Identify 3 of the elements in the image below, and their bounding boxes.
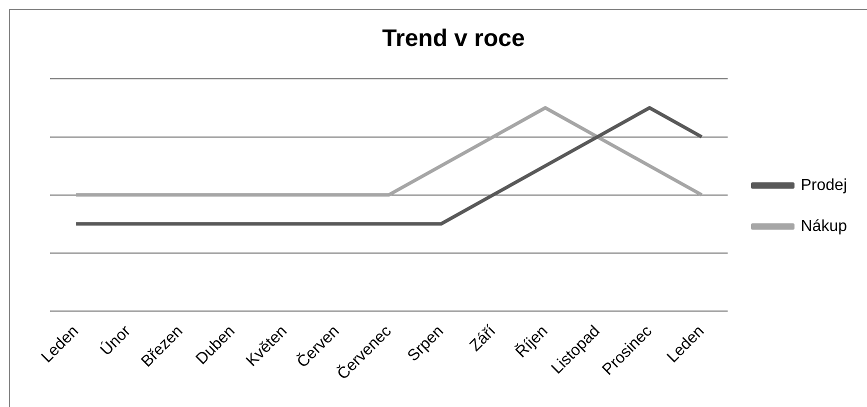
legend-label: Nákup [800,218,848,235]
legend-label: Prodej [800,176,847,194]
chart-title: Trend v roce [382,25,525,52]
